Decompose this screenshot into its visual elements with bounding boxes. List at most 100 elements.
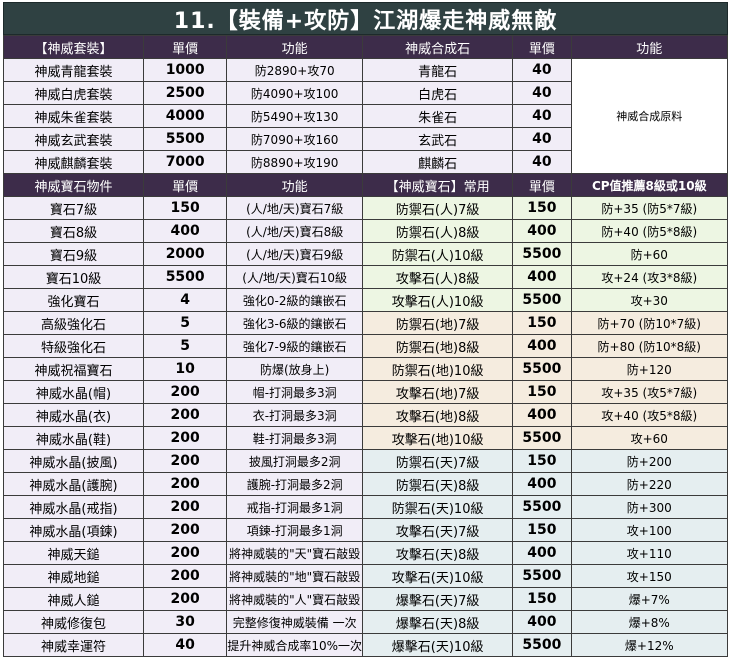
set-price: 4000 [143,104,228,128]
header-cell: 功能 [226,173,364,197]
gem-name: 防禦石(地)8級 [362,334,514,358]
gem-price: 150 [512,311,572,335]
item-name: 神威水晶(鞋) [2,426,145,450]
gem-price: 5500 [512,426,572,450]
set-function: 防2890+攻70 [226,58,364,82]
gem-price: 150 [512,587,572,611]
gem-cp-value: 爆+12% [570,633,729,657]
gem-price: 5500 [512,242,572,266]
gem-name: 爆擊石(天)7級 [362,587,514,611]
item-price: 200 [143,518,228,542]
item-name: 寶石7級 [2,196,145,220]
item-function: 完整修復神威裝備 一次 [226,610,364,634]
gem-cp-value: 攻+150 [570,564,729,588]
set-function: 防7090+攻160 [226,127,364,151]
set-name: 神威朱雀套裝 [2,104,145,128]
gem-name: 攻擊石(地)7級 [362,380,514,404]
stone-name: 麒麟石 [362,150,514,174]
gem-cp-value: 防+70 (防10*7級) [570,311,729,335]
gem-cp-value: 防+200 [570,449,729,473]
header-cell: 單價 [512,35,572,59]
item-function: (人/地/天)寶石10級 [226,265,364,289]
item-name: 高級強化石 [2,311,145,335]
gem-name: 防禦石(人)8級 [362,219,514,243]
gem-cp-value: 爆+7% [570,587,729,611]
stone-price: 40 [512,58,572,82]
gem-name: 防禦石(天)10級 [362,495,514,519]
gem-header-row: 神威寶石物件 單價 功能 【神威寶石】常用 單價 CP值推薦8級或10級 [2,173,729,197]
gem-cp-value: 防+40 (防5*8級) [570,219,729,243]
set-function: 防8890+攻190 [226,150,364,174]
item-name: 特級強化石 [2,334,145,358]
item-price: 40 [143,633,228,657]
item-function: 強化7-9級的鑲嵌石 [226,334,364,358]
item-price: 5 [143,334,228,358]
item-price: 200 [143,495,228,519]
gem-name: 攻擊石(地)8級 [362,403,514,427]
item-name: 神威水晶(披風) [2,449,145,473]
item-price: 200 [143,541,228,565]
item-name: 神威幸運符 [2,633,145,657]
gem-cp-value: 攻+110 [570,541,729,565]
table-row: 神威幸運符 40 提升神威合成率10%一次 爆擊石(天)10級 5500 爆+12% [2,633,729,657]
gem-price: 5500 [512,564,572,588]
item-name: 神威人鎚 [2,587,145,611]
table-row: 神威麒麟套裝 7000 防8890+攻190 麒麟石 40 [2,150,728,174]
item-function: 防爆(放身上) [226,357,364,381]
gem-name: 防禦石(人)10級 [362,242,514,266]
header-cell: 功能 [570,35,729,59]
gem-name: 防禦石(地)7級 [362,311,514,335]
stone-function: 神威合成原料 [570,58,729,174]
gem-price: 150 [512,380,572,404]
item-price: 4 [143,288,228,312]
header-cell: 神威寶石物件 [2,173,145,197]
sheet-title: 11.【裝備+攻防】江湖爆走神威無敵 [3,2,728,35]
table-row: 高級強化石 5 強化3-6級的鑲嵌石 防禦石(地)7級 150 防+70 (防10*7級) [2,311,729,335]
item-function: (人/地/天)寶石7級 [226,196,364,220]
gem-cp-value: 爆+8% [570,610,729,634]
set-price: 7000 [143,150,228,174]
item-name: 寶石8級 [2,219,145,243]
item-name: 神威天鎚 [2,541,145,565]
table-row: 神威水晶(護腕) 200 護腕-打洞最多2洞 防禦石(天)8級 400 防+220 [2,472,729,496]
item-function: 將神威裝的"地"寶石敲毀 [226,564,364,588]
gem-cp-value: 攻+40 (攻5*8級) [570,403,729,427]
gem-cp-value: 防+220 [570,472,729,496]
set-name: 神威白虎套裝 [2,81,145,105]
gem-price: 400 [512,472,572,496]
gem-price: 400 [512,334,572,358]
set-price: 2500 [143,81,228,105]
item-name: 神威水晶(護腕) [2,472,145,496]
table-row: 特級強化石 5 強化7-9級的鑲嵌石 防禦石(地)8級 400 防+80 (防10*8級) [2,334,729,358]
gem-name: 攻擊石(天)7級 [362,518,514,542]
gem-cp-value: 防+80 (防10*8級) [570,334,729,358]
item-name: 神威地鎚 [2,564,145,588]
gem-price: 5500 [512,288,572,312]
gem-cp-value: 防+300 [570,495,729,519]
gem-cp-value: 攻+60 [570,426,729,450]
gem-price: 5500 [512,357,572,381]
stone-price: 40 [512,104,572,128]
item-function: 護腕-打洞最多2洞 [226,472,364,496]
item-price: 200 [143,403,228,427]
table-row: 寶石8級 400 (人/地/天)寶石8級 防禦石(人)8級 400 防+40 (防5*8級… [2,219,729,243]
stone-name: 朱雀石 [362,104,514,128]
table-row: 神威玄武套裝 5500 防7090+攻160 玄武石 40 [2,127,728,151]
item-function: 鞋-打洞最多3洞 [226,426,364,450]
table-row: 神威水晶(帽) 200 帽-打洞最多3洞 攻擊石(地)7級 150 攻+35 (攻5*7級… [2,380,729,404]
item-price: 200 [143,472,228,496]
gem-price: 150 [512,196,572,220]
gem-price: 400 [512,219,572,243]
table-row: 神威水晶(披風) 200 披風打洞最多2洞 防禦石(天)7級 150 防+200 [2,449,729,473]
gem-name: 防禦石(人)7級 [362,196,514,220]
table-row: 神威修復包 30 完整修復神威裝備 一次 爆擊石(天)8級 400 爆+8% [2,610,729,634]
item-function: 將神威裝的"天"寶石敲毀 [226,541,364,565]
table-row: 神威水晶(項鍊) 200 項鍊-打洞最多1洞 攻擊石(天)7級 150 攻+100 [2,518,729,542]
gem-price: 5500 [512,495,572,519]
item-name: 神威水晶(項鍊) [2,518,145,542]
gem-name: 攻擊石(人)10級 [362,288,514,312]
item-price: 200 [143,426,228,450]
item-price: 10 [143,357,228,381]
gem-name: 防禦石(天)7級 [362,449,514,473]
table-row: 神威白虎套裝 2500 防4090+攻100 白虎石 40 [2,81,728,105]
